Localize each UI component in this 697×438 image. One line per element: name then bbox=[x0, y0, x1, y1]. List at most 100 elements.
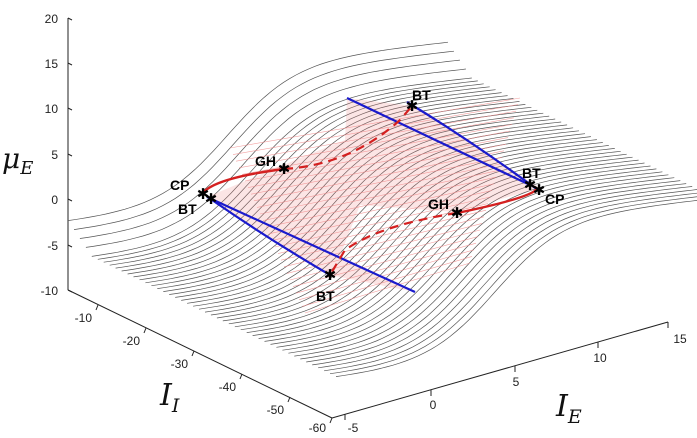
region-hatch bbox=[289, 229, 481, 281]
point-cp: ✱CP bbox=[533, 181, 565, 207]
region-hatch bbox=[256, 157, 503, 208]
region-hatch bbox=[301, 256, 473, 307]
z-tick-label: 20 bbox=[45, 12, 59, 26]
region-hatch bbox=[229, 97, 521, 149]
z-tick-label: 0 bbox=[51, 193, 58, 207]
mesh-strand bbox=[306, 183, 687, 363]
z-tick-label: 15 bbox=[45, 57, 59, 71]
mesh-strand bbox=[79, 59, 460, 239]
mesh-strand bbox=[329, 196, 697, 375]
region-hatch bbox=[253, 150, 505, 202]
point-marker: ✱ bbox=[197, 185, 210, 203]
region-hatch bbox=[271, 190, 493, 241]
fold-curve bbox=[406, 101, 539, 191]
point-marker: ✱ bbox=[406, 97, 419, 115]
mesh-strand bbox=[264, 162, 645, 342]
region-hatch bbox=[241, 124, 513, 175]
point-label: BT bbox=[522, 165, 541, 181]
mesh-strand bbox=[181, 121, 562, 301]
region-hatch bbox=[292, 236, 479, 287]
hopf-curve-dashed bbox=[329, 211, 458, 276]
point-bt: ✱BT bbox=[406, 87, 431, 115]
mesh-strand bbox=[318, 189, 697, 369]
mesh-strand bbox=[270, 165, 651, 345]
z-tick-marks bbox=[67, 17, 73, 293]
mesh-strand bbox=[234, 148, 615, 328]
point-marker: ✱ bbox=[533, 181, 546, 199]
fold-curve bbox=[346, 97, 531, 186]
point-label: GH bbox=[428, 196, 449, 212]
mesh-strand bbox=[204, 133, 586, 313]
region-hatch bbox=[265, 176, 497, 228]
mesh-strand bbox=[216, 139, 597, 319]
point-label: CP bbox=[545, 191, 564, 207]
mesh-strand bbox=[151, 106, 532, 287]
mesh-strand bbox=[127, 95, 508, 275]
ie-tick-label: 0 bbox=[430, 398, 437, 412]
point-marker: ✱ bbox=[524, 176, 537, 194]
fold-curve bbox=[206, 195, 416, 294]
point-gh: ✱GH bbox=[255, 153, 290, 178]
ii-axis: -10 -20 -30 -40 -50 -60 II bbox=[67, 289, 333, 435]
mesh-strand bbox=[109, 86, 490, 266]
mesh-strand bbox=[335, 200, 697, 377]
ie-tick-label: 5 bbox=[513, 375, 520, 389]
hopf-curve-solid bbox=[202, 167, 285, 194]
mesh-strand bbox=[157, 109, 538, 289]
region-hatch bbox=[232, 104, 519, 155]
point-bt: ✱BT bbox=[178, 190, 217, 217]
point-marker: ✱ bbox=[205, 190, 218, 208]
region-hatch bbox=[235, 110, 517, 162]
point-marker: ✱ bbox=[278, 160, 291, 178]
ii-axis-label: II bbox=[159, 378, 180, 417]
region-hatch bbox=[283, 216, 485, 268]
ii-tick-label: -20 bbox=[123, 334, 141, 348]
mesh-strand bbox=[187, 124, 568, 304]
mesh-strand bbox=[97, 80, 478, 260]
hopf-curve-solid bbox=[456, 188, 538, 215]
point-bt: ✱BT bbox=[316, 266, 336, 304]
mesh-strand bbox=[228, 145, 609, 325]
oscillation-region bbox=[207, 97, 540, 314]
mesh-strand bbox=[240, 150, 621, 331]
ie-tick-label: -5 bbox=[348, 421, 359, 435]
ie-axis: -5 0 5 10 15 IE bbox=[331, 321, 687, 435]
z-axis-label: μE bbox=[2, 142, 33, 179]
mesh-strand bbox=[312, 186, 693, 366]
region-hatch bbox=[238, 117, 515, 169]
point-label: CP bbox=[170, 177, 189, 193]
mesh-strand bbox=[103, 83, 484, 263]
surface-mesh bbox=[67, 41, 697, 377]
z-axis: 20 15 10 5 0 -5 -10 μE bbox=[2, 12, 73, 298]
point-marker: ✱ bbox=[451, 204, 464, 222]
region-hatch bbox=[280, 209, 487, 261]
mesh-strand bbox=[300, 180, 681, 360]
point-bt: ✱BT bbox=[522, 165, 541, 194]
ii-tick-marks bbox=[95, 304, 333, 424]
point-label: BT bbox=[316, 288, 335, 304]
region-hatch bbox=[298, 249, 475, 301]
z-tick-label: -10 bbox=[41, 284, 59, 298]
mesh-strand bbox=[145, 104, 526, 284]
ie-tick-label: 10 bbox=[593, 351, 607, 365]
ii-tick-label: -40 bbox=[219, 380, 237, 394]
mesh-strand bbox=[252, 156, 633, 336]
ii-tick-label: -10 bbox=[75, 311, 93, 325]
fold-curve bbox=[211, 199, 331, 276]
region-hatch bbox=[274, 196, 491, 248]
point-cp: ✱ CP bbox=[170, 177, 209, 203]
mesh-strand bbox=[324, 192, 697, 372]
mesh-strand bbox=[288, 174, 669, 354]
region-hatch bbox=[247, 137, 509, 188]
bifurcation-points: ✱BT✱BT✱ CP✱GH✱CP✱BT✱GH✱BT bbox=[170, 87, 564, 304]
mesh-strand bbox=[175, 118, 556, 298]
mesh-strand bbox=[276, 168, 657, 348]
ii-tick-label: -60 bbox=[309, 421, 327, 435]
bifurcation-curves bbox=[202, 97, 539, 294]
mesh-strand bbox=[85, 68, 466, 248]
mesh-strand bbox=[121, 92, 502, 272]
z-tick-label: 10 bbox=[45, 102, 59, 116]
mesh-strand bbox=[282, 171, 663, 351]
region-hatch bbox=[268, 183, 495, 235]
